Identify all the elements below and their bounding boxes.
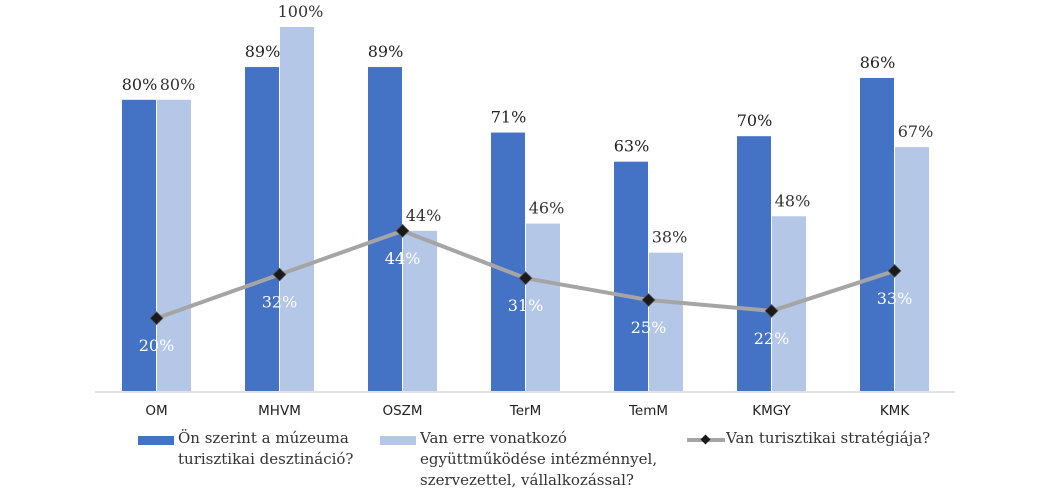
legend-text-line: Van erre vonatkozó [420,429,567,447]
labels-layer: 80% 80% 89% 100% 89% 44% 71% 46% 63% 38% 70% 48% 86%… [122,2,934,355]
data-label-strategy: 32% [262,293,298,312]
legend-text-line: turisztikai desztináció? [178,450,354,468]
data-label-destination: 63% [614,137,650,156]
data-label-strategy: 33% [877,289,913,308]
data-label-strategy: 44% [385,249,421,268]
legend-swatch-dark-blue [138,436,174,445]
line-marker-strategy [641,293,656,307]
data-label-destination: 80% [122,75,158,94]
data-label-cooperation: 80% [160,75,196,94]
bar-cooperation-MHVM [280,27,314,391]
bars-layer [122,27,929,392]
data-label-cooperation: 100% [278,2,324,21]
bar-cooperation-TemM [649,252,683,391]
category-label: TemM [628,403,668,419]
bar-cooperation-TerM [526,223,560,391]
data-label-cooperation: 38% [652,228,688,247]
data-label-strategy: 22% [754,329,790,348]
data-label-cooperation: 44% [406,206,442,225]
data-label-destination: 71% [491,108,527,127]
bar-destination-TemM [614,161,648,391]
category-label: MHVM [258,403,301,419]
category-label: KMK [880,403,911,419]
bar-cooperation-OSZM [403,230,437,391]
bar-destination-OM [122,99,156,392]
data-label-cooperation: 48% [775,191,811,210]
bar-destination-MHVM [245,67,279,391]
legend-text-line: Van turisztikai stratégiája? [726,429,931,447]
line-marker-strategy [764,303,779,318]
category-label: TerM [509,403,541,419]
line-marker-strategy [887,263,902,278]
line-layer [149,223,902,326]
data-label-cooperation: 46% [529,199,565,218]
legend-swatch-light-blue [380,436,416,445]
category-labels: OM MHVM OSZM TerM TemM KMGY KMK [145,403,910,419]
bar-destination-KMGY [737,136,771,391]
data-label-cooperation: 67% [898,122,934,141]
line-marker-strategy [149,311,164,326]
category-label: OSZM [382,403,422,419]
line-marker-strategy [518,271,533,286]
category-label: KMGY [752,403,791,419]
category-label: OM [145,403,167,419]
bar-cooperation-OM [157,99,191,392]
data-label-strategy: 25% [631,318,667,337]
bar-destination-OSZM [368,67,402,391]
bar-destination-TerM [491,132,525,391]
data-label-destination: 89% [368,42,404,61]
data-label-destination: 86% [860,53,896,72]
data-label-destination: 70% [737,111,773,130]
bar-cooperation-KMK [895,147,929,391]
line-marker-strategy [272,267,287,282]
legend-text-line: Ön szerint a múzeuma [178,429,349,447]
legend-text-line: szervezettel, vállalkozással? [420,471,634,489]
bar-destination-KMK [860,77,894,392]
legend-line-marker-icon [687,434,725,445]
legend-text-line: együttműködése intézménnyel, [420,450,658,468]
data-label-strategy: 20% [139,336,175,355]
data-label-strategy: 31% [508,296,544,315]
line-marker-strategy [395,223,410,238]
data-label-destination: 89% [245,42,281,61]
